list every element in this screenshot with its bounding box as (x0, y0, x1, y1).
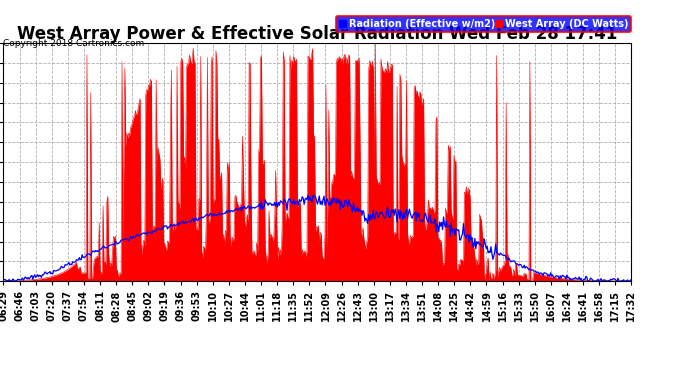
Legend: Radiation (Effective w/m2), West Array (DC Watts): Radiation (Effective w/m2), West Array (… (336, 16, 631, 32)
Text: Copyright 2018 Cartronics.com: Copyright 2018 Cartronics.com (3, 39, 145, 48)
Title: West Array Power & Effective Solar Radiation Wed Feb 28 17:41: West Array Power & Effective Solar Radia… (17, 25, 618, 43)
